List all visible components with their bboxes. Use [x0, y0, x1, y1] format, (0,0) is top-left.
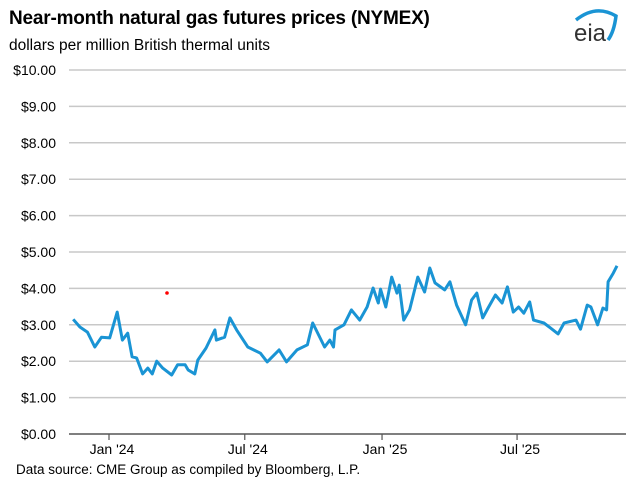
red-dot-marker [165, 291, 169, 295]
x-tick-label: Jan '25 [363, 441, 408, 457]
x-tick-label: Jan '24 [90, 441, 135, 457]
x-tick-label: Jul '25 [500, 441, 540, 457]
y-tick-label: $7.00 [21, 171, 56, 187]
y-tick-label: $1.00 [21, 390, 56, 406]
y-tick-label: $3.00 [21, 317, 56, 333]
y-tick-label: $8.00 [21, 135, 56, 151]
series-line [72, 265, 619, 377]
chart-subtitle: dollars per million British thermal unit… [9, 37, 271, 54]
chart-title: Near-month natural gas futures prices (N… [9, 8, 430, 29]
y-tick-label: $6.00 [21, 208, 56, 224]
y-tick-label: $0.00 [21, 426, 56, 442]
y-tick-label: $10.00 [13, 62, 56, 78]
data-source-note: Data source: CME Group as compiled by Bl… [16, 462, 361, 477]
y-tick-label: $2.00 [21, 353, 56, 369]
eia-logo: eia [574, 9, 618, 44]
y-tick-label: $4.00 [21, 280, 56, 296]
eia-logo-arc [574, 9, 618, 42]
y-tick-label: $9.00 [21, 98, 56, 114]
chart-plot: $0.00 $1.00 $2.00 $3.00 $4.00 $5.00 $6.00 $7.00… [13, 62, 626, 457]
x-tick-label: Jul '24 [228, 441, 268, 457]
y-tick-label: $5.00 [21, 244, 56, 260]
eia-logo-text: eia [574, 20, 607, 44]
